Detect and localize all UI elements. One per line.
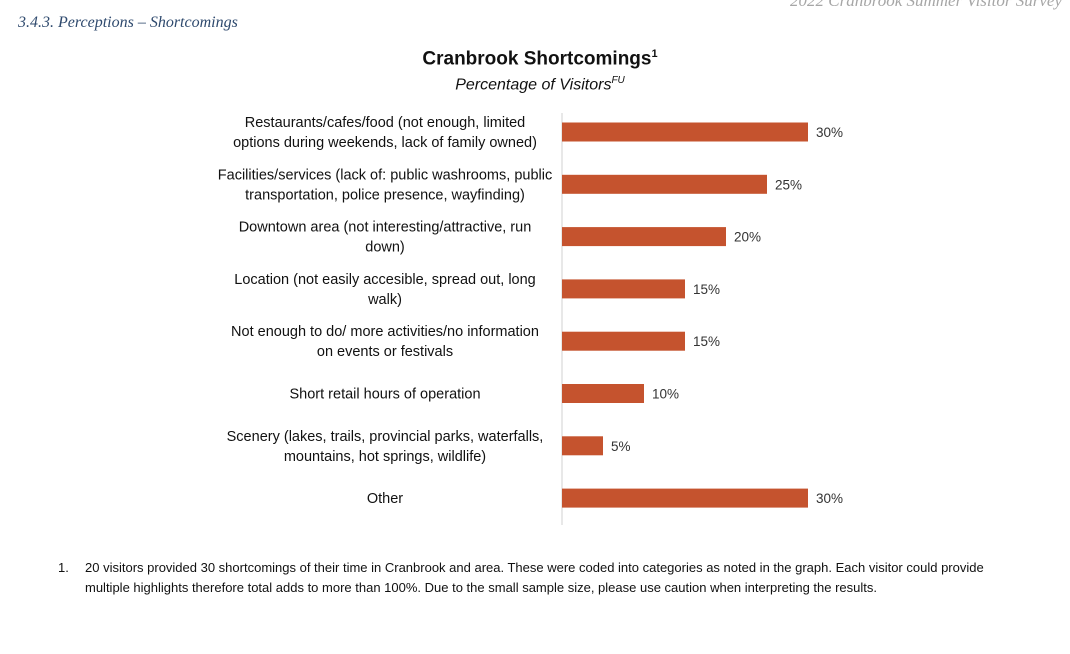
bar <box>562 279 685 299</box>
bar-chart: Restaurants/cafes/food (not enough, limi… <box>218 113 843 525</box>
category-label-line: Scenery (lakes, trails, provincial parks… <box>227 429 544 445</box>
category-label-line: Other <box>367 491 403 507</box>
category-label-line: Short retail hours of operation <box>289 387 480 403</box>
chart-title-text: Cranbrook Shortcomings <box>422 48 652 70</box>
category-label-line: Location (not easily accesible, spread o… <box>234 272 535 288</box>
bar <box>562 174 767 194</box>
chart-subtitle: Percentage of VisitorsFU <box>340 75 740 94</box>
chart-title-superscript: 1 <box>651 48 658 60</box>
category-label-line: down) <box>365 240 405 256</box>
chart-title: Cranbrook Shortcomings1 <box>340 48 740 70</box>
category-label: Short retail hours of operation <box>289 387 480 403</box>
value-label: 15% <box>693 282 720 297</box>
category-label-line: Downtown area (not interesting/attractiv… <box>239 220 532 236</box>
category-label: Downtown area (not interesting/attractiv… <box>239 220 532 256</box>
value-label: 25% <box>775 177 802 192</box>
category-label-line: walk) <box>367 292 402 308</box>
category-label-line: on events or festivals <box>317 344 453 360</box>
value-label: 5% <box>611 439 631 454</box>
category-label-line: Facilities/services (lack of: public was… <box>218 167 552 183</box>
bar <box>562 384 644 403</box>
category-label: Facilities/services (lack of: public was… <box>218 167 552 203</box>
bar <box>562 436 603 456</box>
footnote-number: 1. <box>58 560 69 575</box>
category-label: Location (not easily accesible, spread o… <box>234 272 535 308</box>
bar <box>562 488 808 508</box>
bar <box>562 227 726 247</box>
category-label: Other <box>367 491 403 507</box>
chart-subtitle-superscript: FU <box>611 75 625 86</box>
value-label: 15% <box>693 334 720 349</box>
section-title: 3.4.3. Perceptions – Shortcomings <box>18 14 238 31</box>
category-label-line: options during weekends, lack of family … <box>233 135 537 151</box>
value-label: 30% <box>816 125 843 140</box>
category-label-line: Restaurants/cafes/food (not enough, limi… <box>245 115 526 131</box>
footnote-text: 20 visitors provided 30 shortcomings of … <box>85 560 984 595</box>
category-label-line: mountains, hot springs, wildlife) <box>284 449 486 465</box>
bar <box>562 122 808 142</box>
category-label: Not enough to do/ more activities/no inf… <box>231 324 539 360</box>
bar <box>562 331 685 351</box>
category-label: Restaurants/cafes/food (not enough, limi… <box>233 115 537 151</box>
category-label: Scenery (lakes, trails, provincial parks… <box>227 429 544 465</box>
value-label: 10% <box>652 387 679 402</box>
chart-subtitle-text: Percentage of Visitors <box>455 76 612 94</box>
category-label-line: Not enough to do/ more activities/no inf… <box>231 324 539 340</box>
value-label: 30% <box>816 491 843 506</box>
category-label-line: transportation, police presence, wayfind… <box>245 187 525 203</box>
value-label: 20% <box>734 230 761 245</box>
document-header: 2022 Cranbrook Summer Visitor Survey <box>790 0 1062 10</box>
